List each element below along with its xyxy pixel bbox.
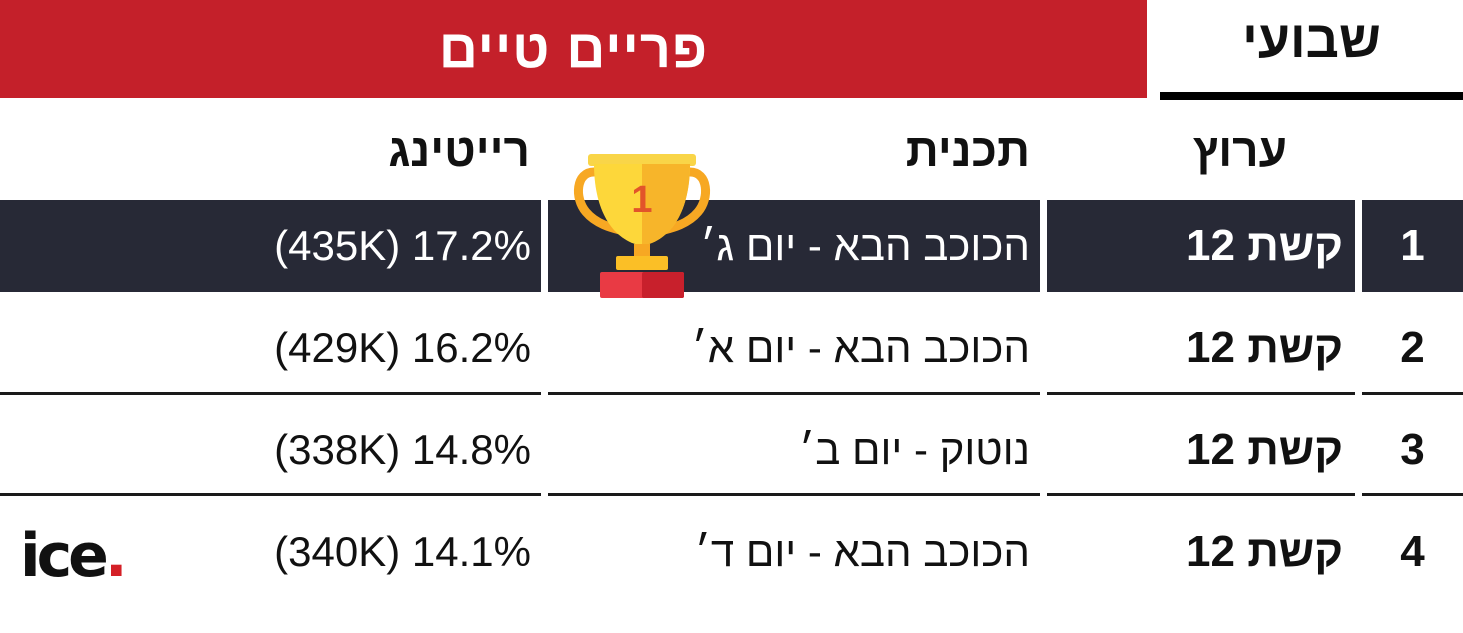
period-label: שבועי [1242,11,1381,69]
column-header-program: תכנית [905,124,1030,176]
banner-title: פריים טיים [438,19,709,79]
rating-cell: (429K) 16.2% [274,324,531,371]
trophy-rank-label: 1 [631,179,652,221]
rating-cell: (435K) 17.2% [0,200,541,292]
channel-cell: קשת 12 [1047,200,1355,292]
period-underline [1160,92,1463,100]
rating-cell: (338K) 14.8% [274,426,531,473]
column-header-channel: ערוץ [1192,124,1288,176]
channel-cell: קשת 12 [1186,527,1343,576]
rank-cell: 3 [1400,425,1425,474]
title-banner [0,0,1147,98]
rank-cell: 2 [1400,323,1425,372]
program-cell: הכוכב הבא - יום א׳ [691,324,1030,371]
program-cell: הכוכב הבא - יום ד׳ [694,528,1030,575]
column-header-rating: רייטינג [388,124,530,176]
rank-cell: 4 [1400,527,1425,576]
ice-logo: ice. [20,521,128,591]
channel-cell: קשת 12 [1186,425,1343,474]
program-cell: נוטוק - יום ב׳ [799,426,1030,473]
rating-cell: (340K) 14.1% [274,528,531,575]
rank-cell: 1 [1362,200,1463,292]
channel-cell: קשת 12 [1186,323,1343,372]
trophy-icon: 1 [574,154,710,298]
